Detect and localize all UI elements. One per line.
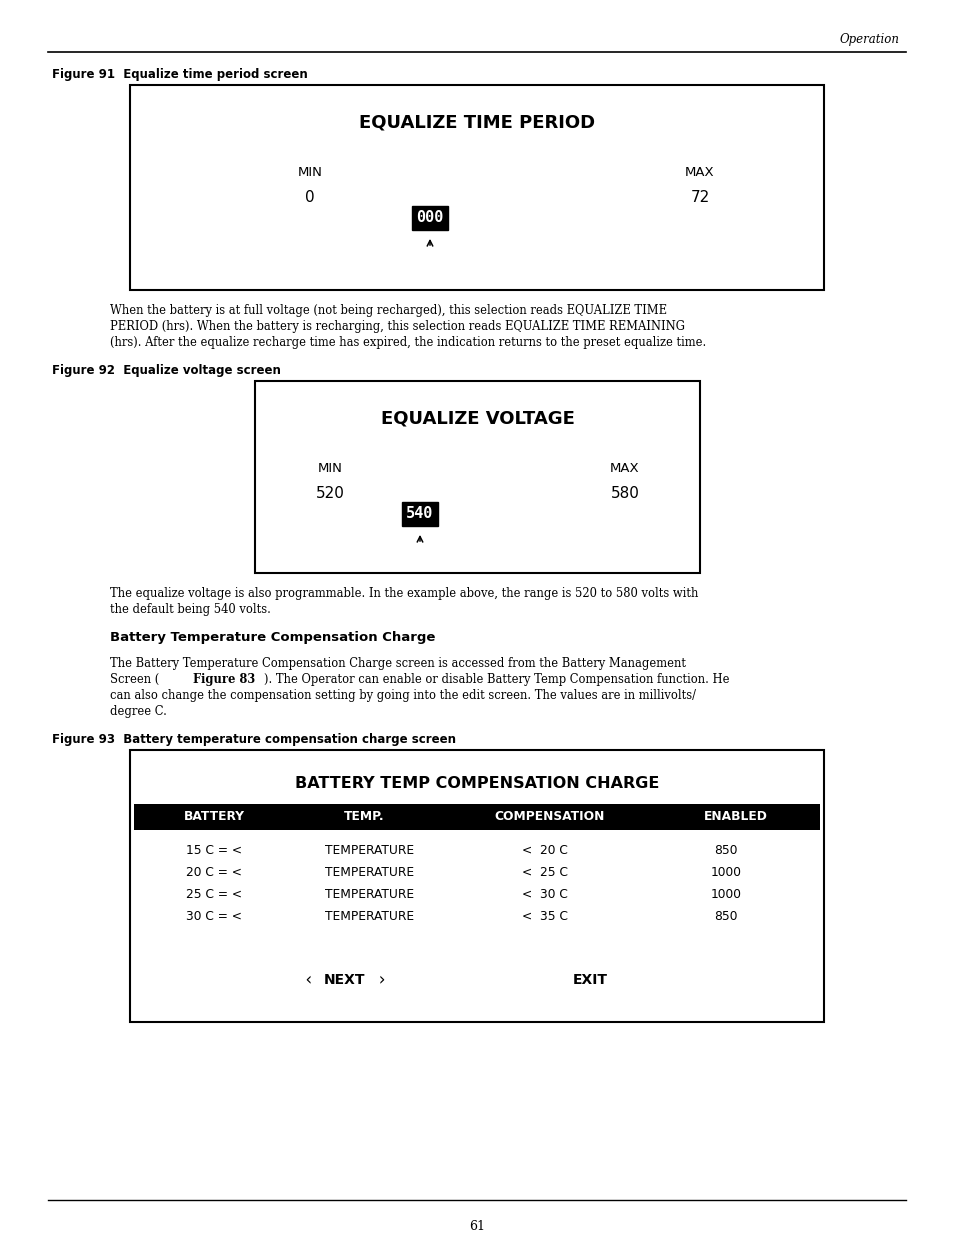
Text: <  25 C: < 25 C: [521, 866, 567, 879]
Text: MAX: MAX: [610, 462, 639, 475]
Text: ENABLED: ENABLED: [703, 810, 767, 824]
Text: Operation: Operation: [840, 33, 899, 46]
Text: The equalize voltage is also programmable. In the example above, the range is 52: The equalize voltage is also programmabl…: [110, 587, 698, 600]
Text: 1000: 1000: [710, 866, 740, 879]
Bar: [254, 382, 700, 573]
Text: (hrs). After the equalize recharge time has expired, the indication returns to t: (hrs). After the equalize recharge time …: [110, 336, 705, 350]
Text: The Battery Temperature Compensation Charge screen is accessed from the Battery : The Battery Temperature Compensation Cha…: [110, 657, 685, 671]
Text: the default being 540 volts.: the default being 540 volts.: [110, 603, 271, 616]
Bar: [130, 750, 823, 1023]
Text: Figure 92  Equalize voltage screen: Figure 92 Equalize voltage screen: [52, 364, 280, 377]
Text: 1000: 1000: [710, 888, 740, 902]
Text: <  35 C: < 35 C: [521, 910, 567, 923]
Text: COMPENSATION: COMPENSATION: [495, 810, 604, 824]
Text: 30 C = <: 30 C = <: [186, 910, 242, 923]
Text: EQUALIZE TIME PERIOD: EQUALIZE TIME PERIOD: [358, 114, 595, 132]
Text: 25 C = <: 25 C = <: [186, 888, 242, 902]
Text: 0: 0: [305, 189, 314, 205]
Text: 520: 520: [315, 485, 344, 500]
Text: 61: 61: [469, 1220, 484, 1233]
Text: TEMP.: TEMP.: [343, 810, 384, 824]
Text: Figure 91  Equalize time period screen: Figure 91 Equalize time period screen: [52, 68, 308, 82]
Text: MIN: MIN: [317, 462, 342, 475]
Text: degree C.: degree C.: [110, 705, 167, 718]
Text: 15 C = <: 15 C = <: [186, 844, 242, 857]
Text: TEMPERATURE: TEMPERATURE: [325, 866, 415, 879]
Text: When the battery is at full voltage (not being recharged), this selection reads : When the battery is at full voltage (not…: [110, 304, 666, 317]
Text: Figure 93  Battery temperature compensation charge screen: Figure 93 Battery temperature compensati…: [52, 734, 456, 746]
Text: MIN: MIN: [297, 167, 322, 179]
Text: 540: 540: [406, 506, 434, 521]
Text: 72: 72: [690, 189, 709, 205]
Text: <  30 C: < 30 C: [521, 888, 567, 902]
Text: TEMPERATURE: TEMPERATURE: [325, 844, 415, 857]
Text: ‹: ‹: [303, 971, 313, 989]
Text: EQUALIZE VOLTAGE: EQUALIZE VOLTAGE: [380, 410, 574, 429]
Bar: [130, 85, 823, 290]
Text: 580: 580: [610, 485, 639, 500]
Text: 850: 850: [714, 844, 737, 857]
Text: ). The Operator can enable or disable Battery Temp Compensation function. He: ). The Operator can enable or disable Ba…: [264, 673, 729, 685]
Text: PERIOD (hrs). When the battery is recharging, this selection reads EQUALIZE TIME: PERIOD (hrs). When the battery is rechar…: [110, 320, 684, 333]
Text: Battery Temperature Compensation Charge: Battery Temperature Compensation Charge: [110, 631, 435, 643]
Text: NEXT: NEXT: [324, 973, 365, 987]
Text: EXIT: EXIT: [572, 973, 607, 987]
Text: <  20 C: < 20 C: [521, 844, 567, 857]
Text: TEMPERATURE: TEMPERATURE: [325, 910, 415, 923]
Text: can also change the compensation setting by going into the edit screen. The valu: can also change the compensation setting…: [110, 689, 696, 701]
Text: ›: ›: [376, 971, 387, 989]
Text: Screen (: Screen (: [110, 673, 159, 685]
Text: 20 C = <: 20 C = <: [186, 866, 242, 879]
Text: TEMPERATURE: TEMPERATURE: [325, 888, 415, 902]
Text: Figure 83: Figure 83: [193, 673, 255, 685]
Text: BATTERY: BATTERY: [183, 810, 244, 824]
Text: BATTERY TEMP COMPENSATION CHARGE: BATTERY TEMP COMPENSATION CHARGE: [294, 777, 659, 792]
Text: 850: 850: [714, 910, 737, 923]
Text: 000: 000: [416, 210, 443, 226]
Bar: [133, 804, 820, 830]
Text: MAX: MAX: [684, 167, 714, 179]
